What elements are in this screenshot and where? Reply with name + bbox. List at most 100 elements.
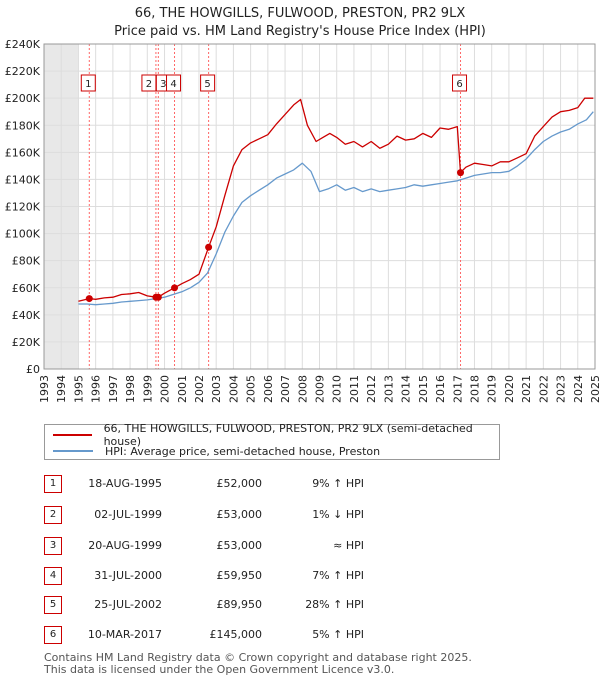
legend: 66, THE HOWGILLS, FULWOOD, PRESTON, PR2 …	[44, 422, 500, 460]
row-price: £52,000	[216, 477, 263, 490]
x-tick-label: 2014	[400, 375, 413, 403]
x-tick-label: 2018	[468, 375, 481, 403]
table-row: 1 18-AUG-1995 £52,000 9% ↑ HPI	[40, 474, 560, 494]
row-hpi: 28% ↑ HPI	[305, 598, 364, 611]
sale-badge-label: 3	[160, 79, 166, 90]
sale-badge	[80, 74, 96, 92]
row-date: 02-JUL-1999	[94, 508, 162, 521]
x-tick-label: 1999	[141, 375, 154, 403]
y-tick-label: £40K	[12, 309, 41, 322]
x-tick-label: 2005	[245, 375, 258, 403]
row-hpi: 5% ↑ HPI	[312, 628, 364, 641]
row-price: £145,000	[209, 628, 263, 641]
row-badge: 5	[44, 596, 62, 614]
x-tick-label: 2023	[555, 375, 568, 403]
row-date: 18-AUG-1995	[88, 477, 162, 490]
x-tick-label: 2024	[572, 375, 585, 403]
plot-border	[43, 43, 596, 370]
legend-item-property: 66, THE HOWGILLS, FULWOOD, PRESTON, PR2 …	[53, 422, 499, 448]
x-tick-label: 2004	[227, 375, 240, 403]
x-tick-label: 2015	[417, 375, 430, 403]
x-tick-label: 2021	[520, 375, 533, 403]
row-badge: 1	[44, 475, 62, 493]
sale-badge-label: 5	[204, 79, 210, 90]
x-tick-label: 2012	[365, 375, 378, 403]
row-badge: 2	[44, 506, 62, 524]
sale-badge-label: 6	[456, 79, 462, 90]
legend-label-property: 66, THE HOWGILLS, FULWOOD, PRESTON, PR2 …	[103, 422, 473, 448]
row-badge: 6	[44, 626, 62, 644]
row-badge: 3	[44, 537, 62, 555]
footer-copyright: Contains HM Land Registry data © Crown c…	[44, 651, 472, 664]
y-tick-label: £100K	[5, 228, 41, 241]
row-hpi: 7% ↑ HPI	[312, 569, 364, 582]
x-tick-label: 2010	[331, 375, 344, 403]
property-price-line	[78, 97, 594, 302]
row-hpi: 1% ↓ HPI	[312, 508, 364, 521]
sale-point	[85, 295, 93, 303]
row-badge: 4	[44, 567, 62, 585]
sale-badge-label: 2	[146, 79, 152, 90]
row-date: 25-JUL-2002	[94, 598, 162, 611]
y-tick-label: £180K	[5, 119, 41, 132]
x-tick-label: 1998	[124, 375, 137, 403]
table-row: 5 25-JUL-2002 £89,950 28% ↑ HPI	[40, 595, 560, 615]
x-tick-label: 2017	[451, 375, 464, 403]
x-tick-label: 2016	[434, 375, 447, 403]
sale-badge-label: 4	[170, 79, 176, 90]
y-tick-label: £80K	[12, 255, 41, 268]
x-tick-label: 2022	[537, 375, 550, 403]
row-date: 10-MAR-2017	[87, 628, 162, 641]
sale-point	[205, 243, 213, 251]
x-tick-label: 2003	[210, 375, 223, 403]
legend-label-hpi: HPI: Average price, semi-detached house,…	[105, 444, 381, 458]
chart-subtitle: Price paid vs. HM Land Registry's House …	[114, 24, 486, 39]
chart-title: 66, THE HOWGILLS, FULWOOD, PRESTON, PR2 …	[134, 6, 466, 21]
sale-point	[171, 284, 179, 292]
x-tick-label: 1995	[72, 375, 85, 403]
x-tick-label: 2008	[296, 375, 309, 403]
legend-swatch-hpi	[53, 450, 93, 452]
row-price: £89,950	[216, 598, 263, 611]
x-tick-label: 2020	[503, 375, 516, 403]
sale-badge	[200, 74, 216, 92]
footer-licence: This data is licensed under the Open Gov…	[44, 663, 395, 676]
y-tick-label: £160K	[5, 146, 41, 159]
legend-item-hpi: HPI: Average price, semi-detached house,…	[53, 443, 380, 459]
table-row: 4 31-JUL-2000 £59,950 7% ↑ HPI	[40, 566, 560, 586]
legend-swatch-property	[53, 434, 92, 436]
y-tick-label: £0	[26, 363, 40, 376]
x-tick-label: 2007	[279, 375, 292, 403]
table-row: 3 20-AUG-1999 £53,000 ≈ HPI	[40, 536, 560, 556]
table-row: 6 10-MAR-2017 £145,000 5% ↑ HPI	[40, 625, 560, 645]
y-tick-label: £20K	[12, 336, 41, 349]
y-tick-label: £200K	[5, 92, 41, 105]
hpi-line	[78, 111, 594, 306]
x-tick-label: 2006	[262, 375, 275, 403]
sale-point	[457, 169, 465, 177]
table-row: 2 02-JUL-1999 £53,000 1% ↓ HPI	[40, 505, 560, 525]
y-tick-label: £60K	[12, 282, 41, 295]
row-price: £59,950	[216, 569, 263, 582]
x-tick-label: 2000	[159, 375, 172, 403]
row-hpi: ≈ HPI	[333, 539, 364, 552]
x-tick-label: 2011	[348, 375, 361, 403]
x-tick-label: 2009	[314, 375, 327, 403]
x-tick-label: 2002	[193, 375, 206, 403]
row-date: 20-AUG-1999	[88, 539, 162, 552]
row-price: £53,000	[216, 539, 263, 552]
x-tick-label: 2019	[486, 375, 499, 403]
sale-badge-label: 1	[85, 79, 91, 90]
x-tick-label: 2025	[589, 375, 600, 403]
sale-badge	[452, 74, 468, 92]
x-tick-label: 1996	[90, 375, 103, 403]
x-tick-label: 1993	[38, 375, 51, 403]
x-tick-label: 2013	[382, 375, 395, 403]
y-tick-label: £120K	[5, 201, 41, 214]
row-hpi: 9% ↑ HPI	[312, 477, 364, 490]
row-date: 31-JUL-2000	[94, 569, 162, 582]
y-tick-label: £140K	[5, 173, 41, 186]
y-tick-label: £220K	[5, 65, 41, 78]
x-tick-label: 1997	[107, 375, 120, 403]
